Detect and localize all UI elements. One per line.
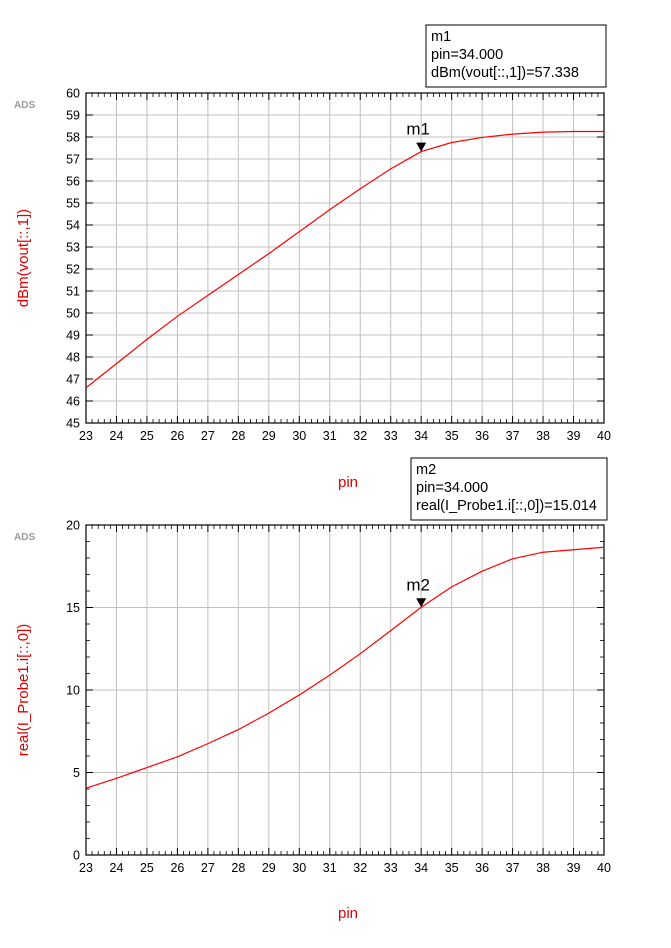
y-tick-label: 20 <box>66 519 80 533</box>
marker-readout-line: m1 <box>431 29 451 45</box>
marker-readout-line: pin=34.000 <box>431 47 503 63</box>
y-tick-label: 50 <box>66 307 80 321</box>
marker-readout-line: pin=34.000 <box>416 480 488 496</box>
x-tick-label: 29 <box>262 861 276 875</box>
x-tick-label: 38 <box>536 429 550 443</box>
y-tick-label: 5 <box>73 766 80 780</box>
x-tick-label: 36 <box>475 861 489 875</box>
y-tick-label: 51 <box>66 285 80 299</box>
x-tick-label: 31 <box>323 429 337 443</box>
y-axis-label: dBm(vout[::,1]) <box>15 209 32 307</box>
y-tick-label: 46 <box>66 395 80 409</box>
y-tick-label: 49 <box>66 329 80 343</box>
x-tick-label: 40 <box>597 429 611 443</box>
x-tick-label: 39 <box>567 861 581 875</box>
x-tick-label: 26 <box>170 429 184 443</box>
x-tick-label: 28 <box>231 429 245 443</box>
x-tick-label: 27 <box>201 861 215 875</box>
y-tick-label: 59 <box>66 109 80 123</box>
y-tick-label: 58 <box>66 131 80 145</box>
y-tick-label: 60 <box>66 87 80 101</box>
x-tick-label: 31 <box>323 861 337 875</box>
y-tick-label: 15 <box>66 601 80 615</box>
x-tick-label: 30 <box>292 861 306 875</box>
x-tick-label: 38 <box>536 861 550 875</box>
y-tick-label: 55 <box>66 197 80 211</box>
series-line-1 <box>85 130 604 389</box>
y-axis-label: real(I_Probe1.i[::,0]) <box>15 624 32 757</box>
y-tick-label: 53 <box>66 241 80 255</box>
marker-readout-box[interactable] <box>410 457 608 521</box>
marker-label: m2 <box>406 575 430 594</box>
x-tick-label: 37 <box>506 861 520 875</box>
ads-label: ADS <box>14 100 35 111</box>
x-tick-label: 28 <box>231 861 245 875</box>
marker-readout-line: m2 <box>416 462 436 478</box>
plot-frame <box>85 92 605 424</box>
y-tick-label: 48 <box>66 351 80 365</box>
x-axis-label: pin <box>338 474 358 491</box>
x-tick-label: 26 <box>170 861 184 875</box>
x-tick-label: 25 <box>140 429 154 443</box>
x-tick-label: 23 <box>79 861 93 875</box>
series-line-1 <box>85 546 605 789</box>
x-tick-label: 33 <box>384 429 398 443</box>
marker-readout-box[interactable] <box>425 24 607 88</box>
chart-2: ADS 23 24 25 26 27 28 29 30 31 32 33 34 35 36 37 38 39 40 0… <box>14 457 611 922</box>
x-tick-label: 34 <box>414 429 428 443</box>
y-tick-label: 45 <box>66 417 80 431</box>
ads-label: ADS <box>14 532 35 543</box>
x-tick-label: 23 <box>79 429 93 443</box>
chart-1: ADS 23 24 25 26 27 28 29 30 31 32 33 34 35 36 37 38 39 40 4… <box>14 24 611 491</box>
x-axis-label: pin <box>338 905 358 922</box>
x-tick-label: 39 <box>567 429 581 443</box>
x-tick-label: 35 <box>445 429 459 443</box>
y-tick-label: 56 <box>66 175 80 189</box>
x-tick-label: 29 <box>262 429 276 443</box>
marker-triangle[interactable] <box>416 598 427 608</box>
x-tick-label: 32 <box>353 861 367 875</box>
y-tick-label: 54 <box>66 219 80 233</box>
y-tick-label: 47 <box>66 373 80 387</box>
x-tick-label: 37 <box>506 429 520 443</box>
y-tick-label: 52 <box>66 263 80 277</box>
x-tick-label: 27 <box>201 429 215 443</box>
x-tick-label: 34 <box>414 861 428 875</box>
x-tick-label: 40 <box>597 861 611 875</box>
marker-readout-line: dBm(vout[::,1])=57.338 <box>431 65 579 81</box>
marker-readout-line: real(I_Probe1.i[::,0])=15.014 <box>416 498 597 514</box>
x-tick-label: 32 <box>353 429 367 443</box>
y-tick-label: 57 <box>66 153 80 167</box>
x-tick-label: 24 <box>110 429 124 443</box>
x-tick-label: 33 <box>384 861 398 875</box>
x-tick-label: 35 <box>445 861 459 875</box>
y-tick-label: 0 <box>73 849 80 863</box>
x-tick-label: 36 <box>475 429 489 443</box>
marker-triangle[interactable] <box>416 142 427 152</box>
marker-label: m1 <box>406 120 430 139</box>
x-tick-label: 30 <box>292 429 306 443</box>
x-tick-label: 24 <box>110 861 124 875</box>
y-tick-label: 10 <box>66 684 80 698</box>
x-tick-label: 25 <box>140 861 154 875</box>
